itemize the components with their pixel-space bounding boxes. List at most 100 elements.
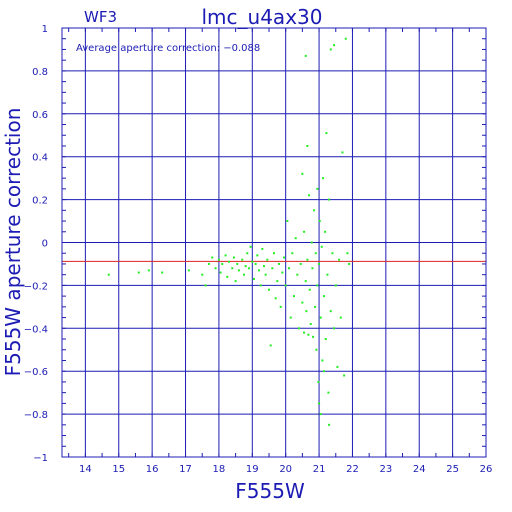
data-point — [306, 144, 309, 147]
data-point — [326, 273, 329, 276]
data-point — [301, 172, 304, 175]
y-tick-label: 0.2 — [32, 196, 48, 207]
data-point — [316, 284, 319, 287]
data-point — [204, 284, 207, 287]
data-point — [309, 323, 312, 326]
data-point — [279, 305, 282, 308]
data-point — [261, 247, 264, 250]
data-point — [318, 220, 321, 223]
data-point — [333, 44, 336, 47]
data-point — [217, 258, 220, 261]
y-tick-label: −0.8 — [24, 410, 48, 421]
data-point — [281, 271, 284, 274]
data-point — [308, 288, 311, 291]
data-point — [338, 258, 341, 261]
data-point — [211, 256, 214, 259]
data-point — [187, 269, 190, 272]
x-tick-label: 14 — [79, 464, 92, 475]
data-point — [244, 265, 247, 268]
data-point — [289, 316, 292, 319]
x-tick-label: 16 — [146, 464, 159, 475]
data-point — [241, 258, 244, 261]
data-point — [346, 252, 349, 255]
data-point — [278, 262, 281, 265]
data-point — [339, 316, 342, 319]
panel-label: WF3 — [84, 8, 117, 26]
data-point — [329, 48, 332, 51]
data-point — [246, 252, 249, 255]
data-point — [251, 260, 254, 263]
data-point — [336, 365, 339, 368]
data-point — [312, 335, 315, 338]
data-point — [319, 316, 322, 319]
data-point — [305, 310, 308, 313]
data-point — [319, 413, 322, 416]
data-point — [348, 262, 351, 265]
y-tick-label: 0.8 — [32, 67, 48, 78]
data-point — [107, 273, 110, 276]
data-point — [267, 288, 270, 291]
data-point — [231, 267, 234, 270]
x-tick-label: 23 — [379, 464, 392, 475]
data-point — [247, 267, 250, 270]
data-point — [286, 220, 289, 223]
data-point — [237, 269, 240, 272]
data-point — [304, 54, 307, 57]
data-point — [344, 37, 347, 40]
data-point — [161, 271, 164, 274]
data-point — [276, 280, 279, 283]
data-point — [323, 370, 326, 373]
x-tick-label: 20 — [279, 464, 292, 475]
data-point — [288, 267, 291, 270]
data-point — [284, 284, 287, 287]
data-point — [283, 256, 286, 259]
x-tick-label: 21 — [313, 464, 326, 475]
y-tick-label: 0.6 — [32, 110, 48, 121]
data-point — [274, 297, 277, 300]
y-tick-label: −0.2 — [24, 281, 48, 292]
y-tick-label: 0.4 — [32, 153, 48, 164]
data-point — [262, 265, 265, 268]
data-point — [226, 275, 229, 278]
x-tick-label: 22 — [346, 464, 359, 475]
data-point — [310, 241, 313, 244]
x-tick-label: 24 — [413, 464, 426, 475]
data-point — [249, 245, 252, 248]
x-tick-label: 26 — [480, 464, 493, 475]
data-point — [333, 327, 336, 330]
data-point — [320, 245, 323, 248]
chart-title: lmc_u4ax30 — [202, 5, 323, 29]
data-point — [318, 262, 321, 265]
x-tick-label: 18 — [213, 464, 226, 475]
x-axis-label: F555W — [235, 479, 305, 503]
y-tick-label: −0.4 — [24, 324, 48, 335]
data-point — [329, 310, 332, 313]
data-point — [334, 284, 337, 287]
data-point — [266, 258, 269, 261]
data-point — [227, 260, 230, 263]
data-point — [264, 273, 267, 276]
tick-labels: 14 15 16 17 18 19 20 21 22 23 24 25 26 −1 −0.8 −0.6 −0.4… — [24, 24, 493, 475]
data-point — [257, 269, 260, 272]
data-point — [294, 237, 297, 240]
data-point — [341, 151, 344, 154]
data-point — [201, 273, 204, 276]
data-point — [343, 374, 346, 377]
data-point — [219, 271, 222, 274]
y-axis-label: F555W aperture correction — [1, 108, 25, 377]
data-point — [304, 280, 307, 283]
data-point — [291, 252, 294, 255]
data-point — [269, 344, 272, 347]
data-point — [318, 402, 321, 405]
data-point — [328, 198, 331, 201]
data-point — [252, 277, 255, 280]
data-point — [324, 338, 327, 341]
data-point — [322, 177, 325, 180]
data-point — [307, 333, 310, 336]
data-point — [313, 209, 316, 212]
grid-lines — [62, 27, 486, 458]
y-tick-label: −1 — [33, 453, 48, 464]
y-tick-label: 1 — [42, 24, 48, 35]
data-point — [259, 284, 262, 287]
